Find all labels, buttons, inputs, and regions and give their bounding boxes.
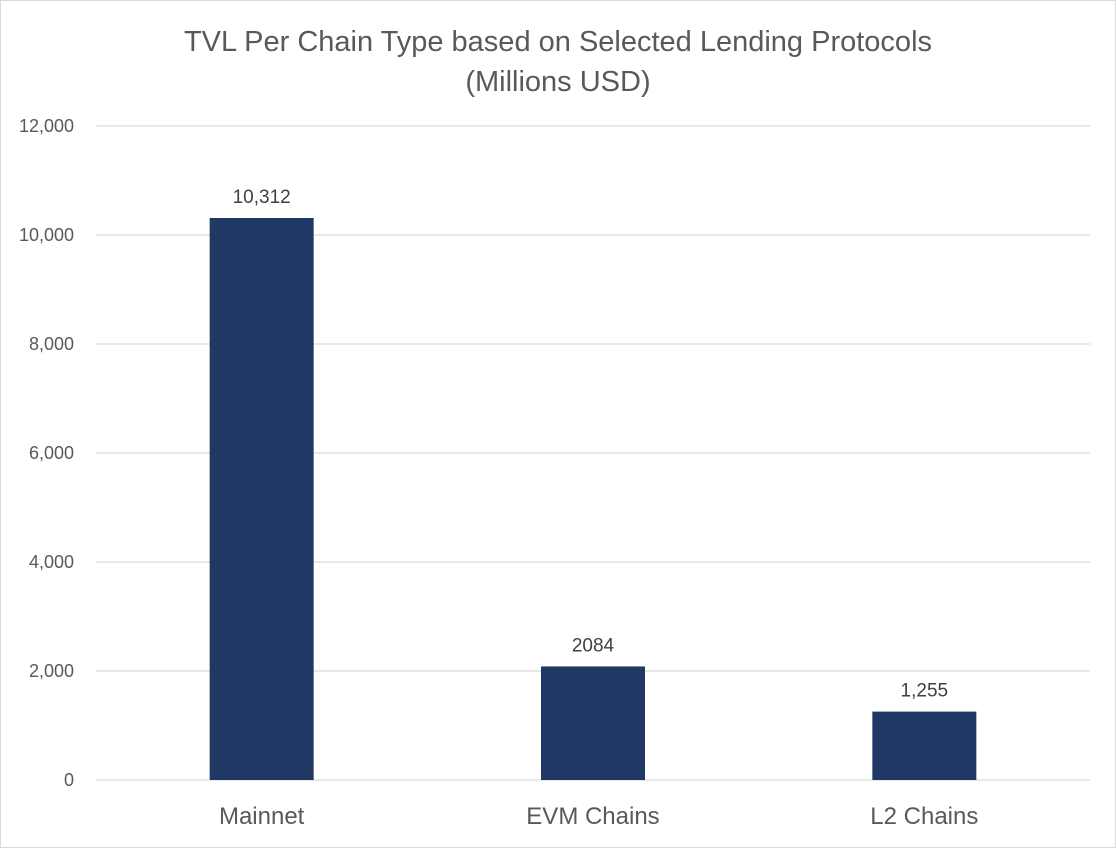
- x-category-label: L2 Chains: [870, 803, 978, 830]
- data-label: 2084: [572, 635, 615, 656]
- y-tick-label: 10,000: [19, 225, 74, 245]
- data-label: 10,312: [233, 187, 291, 208]
- bar: [541, 666, 645, 780]
- data-labels: 10,312 2084 1,255: [233, 187, 949, 702]
- chart-title-line-2: (Millions USD): [465, 66, 651, 98]
- y-tick-label: 2,000: [29, 661, 74, 681]
- x-category-label: EVM Chains: [526, 803, 659, 830]
- y-tick-label: 0: [64, 770, 74, 790]
- data-label: 1,255: [901, 681, 949, 702]
- y-axis-tick-labels: 0 2,000 4,000 6,000 8,000 10,000 12,000: [19, 116, 74, 790]
- y-tick-label: 4,000: [29, 552, 74, 572]
- y-tick-label: 6,000: [29, 443, 74, 463]
- x-category-label: Mainnet: [219, 803, 305, 830]
- bars: [209, 217, 977, 781]
- bar: [872, 711, 977, 780]
- y-tick-label: 12,000: [19, 116, 74, 136]
- x-axis-category-labels: Mainnet EVM Chains L2 Chains: [219, 803, 978, 830]
- y-tick-label: 8,000: [29, 334, 74, 354]
- bar: [209, 217, 314, 781]
- chart-title-line-1: TVL Per Chain Type based on Selected Len…: [183, 26, 933, 58]
- chart-title: TVL Per Chain Type based on Selected Len…: [0, 22, 1116, 102]
